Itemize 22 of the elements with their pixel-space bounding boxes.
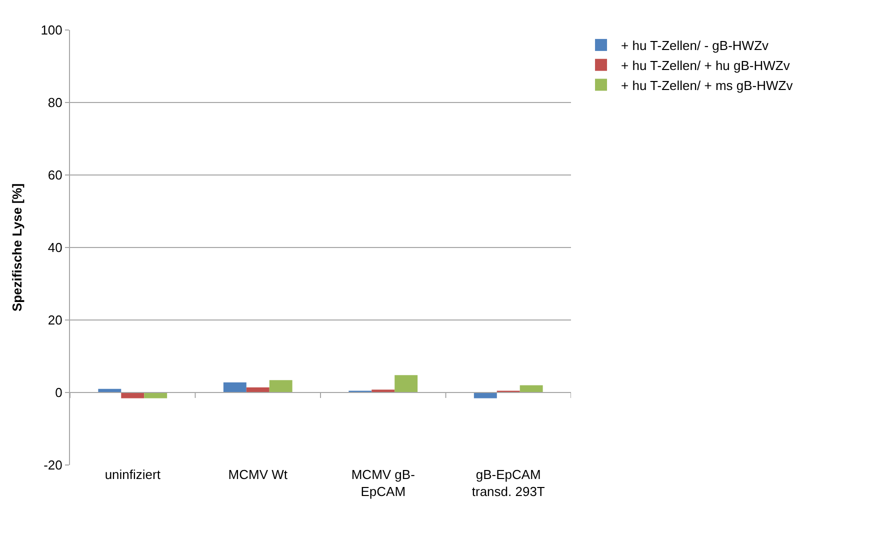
y-tick-label: 0 — [55, 385, 62, 400]
y-axis-title: Spezifische Lyse [%] — [10, 183, 25, 312]
x-tick-label: uninfiziert — [104, 467, 161, 482]
x-tick-label: MCMV Wt — [228, 467, 288, 482]
legend-label: + hu T-Zellen/ + ms gB-HWZv — [621, 78, 794, 93]
bar — [144, 392, 168, 398]
bar — [520, 385, 543, 392]
y-tick-label: -20 — [44, 458, 62, 473]
y-tick-label: 20 — [48, 312, 62, 328]
y-tick-label: 40 — [48, 240, 62, 256]
legend-label: + hu T-Zellen/ - gB-HWZv — [621, 38, 770, 54]
legend-label: + hu T-Zellen/ + hu gB-HWZv — [621, 58, 790, 73]
y-tick-label: 80 — [48, 95, 62, 110]
y-tick-label: 60 — [48, 168, 62, 183]
bar — [121, 392, 144, 398]
x-tick-label: gB-EpCAM transd. 293T — [472, 467, 545, 499]
bar — [394, 375, 418, 392]
bar — [269, 380, 292, 392]
bar — [474, 392, 497, 398]
bar — [223, 382, 246, 392]
x-tick-label: MCMV gB- EpCAM — [351, 467, 415, 499]
y-tick-label: 100 — [40, 22, 62, 38]
